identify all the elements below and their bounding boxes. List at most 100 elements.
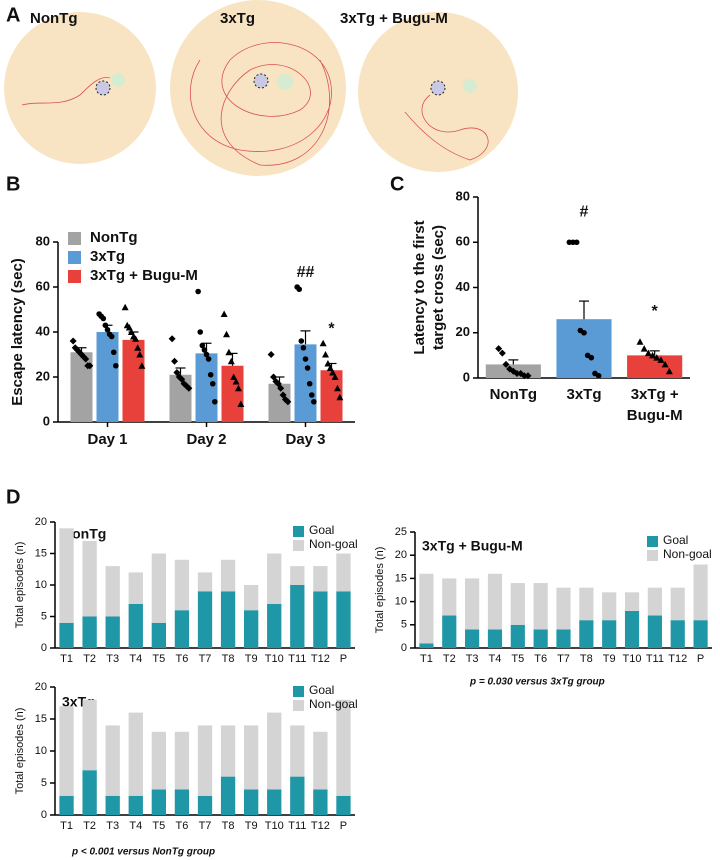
data-point: [230, 373, 238, 380]
data-point: [227, 357, 235, 365]
x-tick-label: T10: [265, 820, 284, 832]
bar-segment: [336, 553, 351, 592]
bar: [70, 352, 93, 422]
trajectory: [404, 94, 489, 161]
bar-segment: [82, 699, 97, 771]
y-tick-label: 60: [36, 278, 50, 293]
bar-segment: [244, 789, 259, 815]
x-tick-label: T10: [623, 653, 642, 665]
data-point: [595, 372, 602, 379]
bar-segment: [174, 789, 190, 815]
bar-segment: [128, 712, 143, 796]
bar-segment: [313, 591, 328, 648]
data-point: [284, 398, 292, 406]
y-tick-label: 10: [395, 596, 407, 608]
bar-segment: [267, 712, 282, 790]
data-point: [212, 398, 218, 405]
bar-segment: [602, 592, 617, 621]
data-point: [220, 310, 228, 317]
legend-swatch: [68, 270, 81, 283]
bar-segment: [82, 770, 97, 815]
y-tick-label: 80: [36, 233, 50, 248]
x-tick-label: T11: [288, 653, 306, 665]
bar-segment: [624, 592, 640, 611]
legend-swatch: [647, 550, 658, 561]
bar-segment: [313, 566, 328, 592]
bar-segment: [290, 776, 305, 815]
data-point: [306, 380, 313, 387]
bar-segment: [174, 610, 190, 648]
bar-segment: [442, 615, 457, 648]
y-tick-label: 40: [36, 323, 50, 338]
bar-segment: [290, 566, 305, 585]
data-point: [636, 338, 644, 345]
data-point: [171, 357, 179, 365]
y-tick-label: 0: [43, 413, 50, 428]
y-tick-label: 5: [41, 777, 47, 789]
bar-segment: [220, 559, 236, 592]
bar-segment: [693, 620, 708, 648]
bar-segment: [624, 610, 640, 648]
bar-segment: [693, 564, 708, 621]
bar-segment: [647, 615, 662, 648]
x-tick-label: Bugu-M: [627, 407, 683, 424]
x-tick-label: T8: [222, 820, 235, 832]
bar-segment: [336, 591, 351, 648]
data-point: [331, 373, 339, 380]
y-tick-label: 0: [41, 809, 47, 821]
data-point: [311, 398, 317, 405]
x-tick-label: T2: [83, 653, 96, 665]
x-tick-label: T4: [129, 653, 142, 665]
data-point: [113, 362, 119, 369]
bar-segment: [533, 583, 548, 630]
legend-swatch: [68, 232, 81, 245]
data-point: [104, 326, 111, 333]
y-tick-label: 20: [36, 368, 50, 383]
bar-segment: [59, 706, 74, 796]
legend-label: 3xTg + Bugu-M: [90, 267, 198, 284]
x-tick-label: T12: [311, 653, 330, 665]
bar-segment: [290, 585, 305, 648]
data-point: [203, 351, 210, 358]
data-point: [661, 360, 669, 368]
data-point: [110, 349, 117, 356]
x-tick-label: T7: [199, 820, 212, 832]
data-point: [205, 356, 212, 362]
legend-label: Non-goal: [663, 547, 712, 561]
data-point: [644, 349, 652, 357]
data-point: [134, 344, 142, 351]
data-point: [296, 286, 303, 293]
data-point: [185, 384, 193, 392]
platform: [95, 80, 111, 96]
bar-segment: [487, 573, 503, 630]
x-tick-label: T5: [152, 653, 165, 665]
data-point: [267, 351, 275, 358]
bar: [221, 365, 244, 422]
data-point: [336, 393, 344, 401]
x-tick-label: T9: [603, 653, 616, 665]
bar: [556, 319, 612, 378]
bar-segment: [670, 620, 685, 648]
y-tick-label: 10: [35, 745, 47, 757]
bar-segment: [105, 725, 120, 796]
bar-segment: [151, 622, 166, 648]
y-axis-label: Latency to the first: [411, 220, 428, 354]
panel-letter: D: [6, 486, 20, 508]
data-point: [498, 349, 506, 357]
data-point: [324, 360, 332, 367]
bar-segment: [105, 566, 120, 617]
data-point: [322, 351, 330, 358]
data-point: [573, 239, 580, 246]
legend-swatch: [293, 686, 304, 697]
x-tick-label: T1: [60, 820, 73, 832]
x-tick-label: T11: [646, 653, 664, 665]
bar: [320, 370, 343, 422]
data-point: [82, 355, 90, 363]
x-tick-label: T2: [83, 820, 96, 832]
x-tick-label: T6: [176, 653, 189, 665]
legend-label: 3xTg: [90, 248, 125, 265]
panel-letter: A: [6, 4, 20, 26]
data-point: [657, 356, 665, 363]
x-tick-label: P: [697, 653, 704, 665]
bar-segment: [487, 629, 503, 648]
